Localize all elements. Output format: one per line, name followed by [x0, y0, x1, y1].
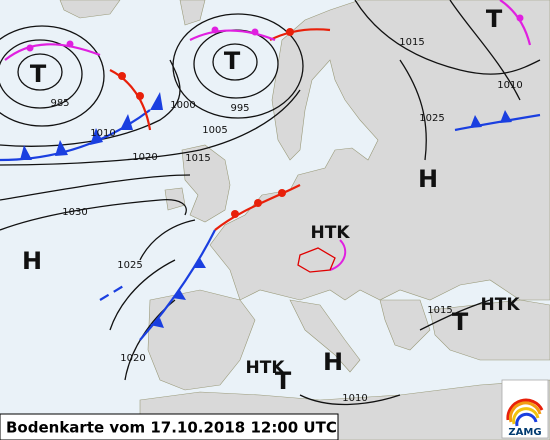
isobar-label: 1025 — [419, 113, 444, 124]
isobars-part — [109, 259, 176, 331]
isobars-part — [419, 299, 491, 331]
isobar-label: 1020 — [132, 152, 157, 163]
occluded-fronts-part — [329, 239, 347, 271]
land-part — [429, 299, 550, 361]
occluded-fronts-part — [66, 40, 74, 48]
warm-fronts-part — [231, 210, 239, 218]
isobar-label: 1015 — [399, 37, 424, 48]
isobars-part — [0, 89, 301, 166]
occluded-fronts-part — [189, 29, 276, 42]
isobars-part — [0, 174, 191, 201]
logo: ZAMG — [501, 379, 549, 439]
pressure-center: H — [22, 247, 42, 275]
pressure-center: H — [323, 348, 343, 376]
isobar-label: 985 — [50, 98, 69, 109]
cold-fronts-part — [470, 110, 512, 128]
warm-fronts-part — [118, 72, 126, 80]
pressure-center: T — [30, 60, 47, 88]
isobar-label: 1015 — [185, 153, 210, 164]
isobar-label: 1020 — [120, 353, 145, 364]
caption-box: Bodenkarte vom 17.10.2018 12:00 UTC — [0, 413, 339, 440]
isobar-label: 1030 — [62, 207, 87, 218]
pressure-center: HTK — [246, 358, 286, 378]
isobars-part — [354, 0, 541, 75]
isobar-label: 995 — [230, 103, 249, 114]
warm-fronts-part — [109, 69, 152, 131]
isobar-label: 1010 — [90, 128, 115, 139]
land-part — [209, 0, 550, 301]
warm-fronts — [109, 28, 331, 231]
land-part — [181, 144, 231, 223]
isobars-part — [212, 43, 258, 81]
warm-fronts-part — [269, 28, 331, 41]
pressure-center: HTK — [311, 223, 351, 243]
occluded-fronts-part — [516, 14, 524, 22]
occluded-fronts-part — [211, 26, 219, 34]
isobar-label: 1000 — [170, 100, 195, 111]
isobar-label: 1025 — [117, 260, 142, 271]
isobars — [0, 0, 541, 406]
pressure-center: T — [452, 308, 469, 336]
isobars-part — [299, 394, 401, 406]
isobars-part — [0, 39, 83, 109]
warm-fronts-part — [286, 28, 294, 36]
isobar-label: 1010 — [342, 393, 367, 404]
cold-fronts-part — [150, 258, 206, 328]
pressure-center: T — [275, 367, 292, 395]
occluded-fronts-part — [26, 44, 34, 52]
isobars-part — [399, 59, 427, 161]
warm-fronts-part — [254, 199, 262, 207]
land-part — [289, 299, 361, 373]
land-part — [147, 289, 256, 391]
warning-area — [297, 247, 336, 273]
isobar-label: 1015 — [427, 305, 452, 316]
logo-text: ZAMG — [508, 427, 541, 438]
isobar-label: 1010 — [497, 80, 522, 91]
isobars-part — [17, 53, 63, 91]
isobars-part — [0, 59, 181, 147]
logo-part — [508, 401, 542, 423]
logo-part — [515, 412, 538, 427]
occluded-fronts-part — [251, 28, 259, 36]
logo-part — [506, 398, 544, 421]
caption-box-part — [0, 413, 339, 440]
pressure-center: HTK — [481, 295, 521, 315]
cold-fronts-part — [454, 113, 541, 132]
logo-part — [512, 407, 540, 425]
pressure-center: H — [418, 165, 438, 193]
caption: Bodenkarte vom 17.10.2018 12:00 UTC — [6, 419, 337, 437]
pressure-center: T — [486, 5, 503, 33]
pressure-center: T — [224, 47, 241, 75]
land-part — [179, 0, 206, 26]
isobars-part — [449, 0, 521, 101]
isobars-part — [0, 199, 187, 231]
land-part — [59, 0, 121, 19]
occluded-fronts — [4, 0, 532, 271]
isobars-part — [139, 219, 196, 261]
isobars-part — [0, 25, 105, 127]
land-part — [379, 299, 431, 351]
warm-fronts-part — [136, 92, 144, 100]
isobar-label: 1005 — [202, 125, 227, 136]
warm-fronts-part — [278, 189, 286, 197]
cold-fronts-part — [99, 284, 126, 301]
occluded-fronts-part — [4, 43, 101, 61]
cold-fronts — [0, 92, 541, 341]
cold-fronts-part — [139, 229, 216, 341]
